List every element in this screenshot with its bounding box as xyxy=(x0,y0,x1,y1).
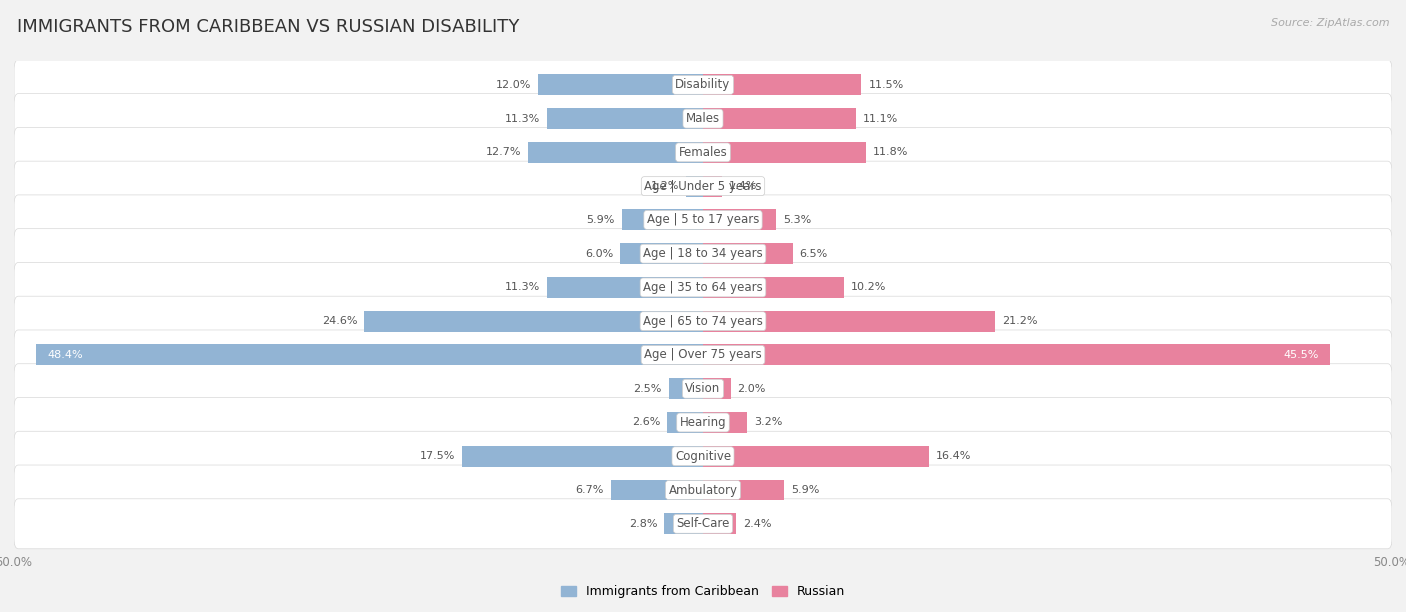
Text: 17.5%: 17.5% xyxy=(419,451,456,461)
Text: 12.7%: 12.7% xyxy=(485,147,522,157)
Text: Females: Females xyxy=(679,146,727,159)
Text: 2.4%: 2.4% xyxy=(742,519,772,529)
Text: Age | 65 to 74 years: Age | 65 to 74 years xyxy=(643,315,763,327)
Text: 12.0%: 12.0% xyxy=(495,80,531,90)
Text: 48.4%: 48.4% xyxy=(48,350,83,360)
FancyBboxPatch shape xyxy=(14,398,1392,447)
Legend: Immigrants from Caribbean, Russian: Immigrants from Caribbean, Russian xyxy=(561,586,845,599)
Bar xyxy=(703,345,1330,365)
Text: Age | Under 5 years: Age | Under 5 years xyxy=(644,180,762,193)
FancyBboxPatch shape xyxy=(14,330,1392,380)
Text: Source: ZipAtlas.com: Source: ZipAtlas.com xyxy=(1271,18,1389,28)
Bar xyxy=(610,480,703,501)
Bar xyxy=(703,108,856,129)
Text: Hearing: Hearing xyxy=(679,416,727,429)
FancyBboxPatch shape xyxy=(14,465,1392,515)
Bar xyxy=(703,209,776,230)
FancyBboxPatch shape xyxy=(14,127,1392,177)
Text: 21.2%: 21.2% xyxy=(1002,316,1038,326)
Text: 5.9%: 5.9% xyxy=(792,485,820,495)
Text: Age | 18 to 34 years: Age | 18 to 34 years xyxy=(643,247,763,260)
Bar xyxy=(461,446,703,467)
Bar xyxy=(703,378,731,399)
Bar xyxy=(668,412,703,433)
Text: Self-Care: Self-Care xyxy=(676,517,730,530)
Text: 2.8%: 2.8% xyxy=(628,519,658,529)
Bar xyxy=(364,311,703,332)
Text: 2.0%: 2.0% xyxy=(738,384,766,394)
FancyBboxPatch shape xyxy=(14,161,1392,211)
Text: 6.0%: 6.0% xyxy=(585,248,613,259)
Text: 6.5%: 6.5% xyxy=(800,248,828,259)
Bar xyxy=(703,446,929,467)
Text: Age | 35 to 64 years: Age | 35 to 64 years xyxy=(643,281,763,294)
Text: Age | 5 to 17 years: Age | 5 to 17 years xyxy=(647,214,759,226)
Bar xyxy=(703,513,737,534)
Text: Age | Over 75 years: Age | Over 75 years xyxy=(644,348,762,362)
Text: 24.6%: 24.6% xyxy=(322,316,357,326)
Text: Cognitive: Cognitive xyxy=(675,450,731,463)
Text: 11.5%: 11.5% xyxy=(869,80,904,90)
Bar xyxy=(537,75,703,95)
Bar xyxy=(665,513,703,534)
Text: Ambulatory: Ambulatory xyxy=(668,483,738,496)
Text: 2.5%: 2.5% xyxy=(633,384,662,394)
Text: 11.8%: 11.8% xyxy=(873,147,908,157)
Bar xyxy=(703,176,723,196)
Text: Disability: Disability xyxy=(675,78,731,91)
Bar xyxy=(686,176,703,196)
FancyBboxPatch shape xyxy=(14,60,1392,110)
Text: 6.7%: 6.7% xyxy=(575,485,603,495)
Text: Vision: Vision xyxy=(685,382,721,395)
Bar xyxy=(703,277,844,298)
Bar xyxy=(669,378,703,399)
Text: 11.3%: 11.3% xyxy=(505,282,540,293)
Text: 1.4%: 1.4% xyxy=(730,181,758,191)
Text: 3.2%: 3.2% xyxy=(754,417,782,428)
Bar xyxy=(547,108,703,129)
Text: 5.3%: 5.3% xyxy=(783,215,811,225)
Bar xyxy=(703,480,785,501)
Text: 5.9%: 5.9% xyxy=(586,215,614,225)
Text: Males: Males xyxy=(686,112,720,125)
FancyBboxPatch shape xyxy=(14,94,1392,144)
Text: 1.2%: 1.2% xyxy=(651,181,679,191)
Bar xyxy=(703,412,747,433)
FancyBboxPatch shape xyxy=(14,263,1392,312)
Text: 2.6%: 2.6% xyxy=(631,417,661,428)
Text: 11.3%: 11.3% xyxy=(505,114,540,124)
Text: 11.1%: 11.1% xyxy=(863,114,898,124)
Bar xyxy=(703,311,995,332)
Bar xyxy=(529,142,703,163)
Bar xyxy=(620,243,703,264)
FancyBboxPatch shape xyxy=(14,296,1392,346)
Bar xyxy=(547,277,703,298)
FancyBboxPatch shape xyxy=(14,195,1392,245)
FancyBboxPatch shape xyxy=(14,499,1392,549)
Text: 16.4%: 16.4% xyxy=(936,451,972,461)
Bar xyxy=(37,345,703,365)
Bar xyxy=(703,75,862,95)
Bar xyxy=(703,142,866,163)
FancyBboxPatch shape xyxy=(14,364,1392,414)
Text: 45.5%: 45.5% xyxy=(1284,350,1319,360)
FancyBboxPatch shape xyxy=(14,431,1392,481)
Bar xyxy=(621,209,703,230)
Bar xyxy=(703,243,793,264)
Text: IMMIGRANTS FROM CARIBBEAN VS RUSSIAN DISABILITY: IMMIGRANTS FROM CARIBBEAN VS RUSSIAN DIS… xyxy=(17,18,519,36)
FancyBboxPatch shape xyxy=(14,229,1392,278)
Text: 10.2%: 10.2% xyxy=(851,282,886,293)
